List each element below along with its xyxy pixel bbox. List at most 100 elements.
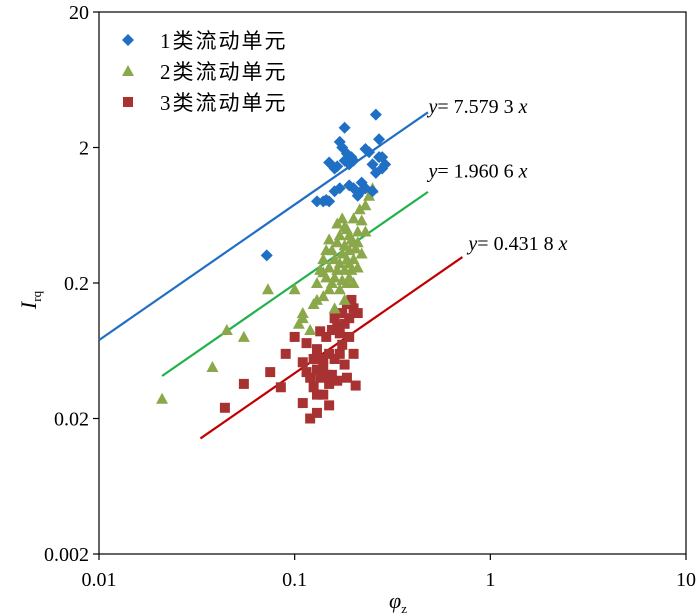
y-tick-label: 0.02 xyxy=(54,409,89,431)
fit-equation-3: y= 0.431 8 x xyxy=(466,233,567,255)
equation-coefficient: = 0.431 8 xyxy=(477,233,558,255)
data-point-series-1 xyxy=(366,185,379,198)
data-point-series-1 xyxy=(369,108,382,121)
data-point-series-3 xyxy=(318,361,329,372)
data-point-series-2 xyxy=(353,203,366,215)
data-point-series-3 xyxy=(297,398,308,409)
data-point-series-3 xyxy=(344,313,355,324)
data-point-series-2 xyxy=(296,307,309,319)
data-point-series-2 xyxy=(328,302,341,314)
data-point-series-3 xyxy=(321,331,332,342)
data-point-series-3 xyxy=(311,389,322,400)
data-point-series-1 xyxy=(343,179,356,192)
x-tick-label: 0.1 xyxy=(282,569,307,591)
data-point-series-1 xyxy=(363,146,376,159)
data-point-series-3 xyxy=(332,375,343,386)
data-point-series-1 xyxy=(379,158,392,171)
data-point-series-3 xyxy=(337,339,348,350)
y-axis-title-main: I xyxy=(16,300,41,310)
data-point-series-2 xyxy=(206,360,219,372)
data-point-series-2 xyxy=(331,236,344,248)
data-point-series-3 xyxy=(339,359,350,370)
equation-x: x xyxy=(518,96,528,118)
x-axis-title-main: φ xyxy=(389,588,401,613)
data-point-series-3 xyxy=(321,369,332,380)
data-point-series-1 xyxy=(338,121,351,134)
data-point-series-2 xyxy=(338,293,351,305)
data-point-series-3 xyxy=(219,402,230,413)
data-point-series-3 xyxy=(308,353,319,364)
x-axis-title: φz xyxy=(389,588,407,614)
equation-y: y xyxy=(466,233,477,255)
legend-label-1: 1类流动单元 xyxy=(160,29,288,53)
data-point-series-3 xyxy=(318,389,329,400)
y-tick-label: 20 xyxy=(69,2,89,24)
equation-y: y xyxy=(426,161,437,183)
data-point-series-3 xyxy=(326,369,337,380)
data-point-series-2 xyxy=(304,323,317,335)
data-point-series-3 xyxy=(318,353,329,364)
legend-label-2: 2类流动单元 xyxy=(160,60,288,84)
data-point-series-2 xyxy=(349,242,362,254)
data-point-series-2 xyxy=(320,244,333,256)
data-point-series-2 xyxy=(336,247,349,259)
equation-y: y xyxy=(426,96,437,118)
data-point-series-2 xyxy=(323,233,336,245)
data-point-series-3 xyxy=(348,348,359,359)
data-point-series-3 xyxy=(334,348,345,359)
equation-x: x xyxy=(558,233,568,255)
data-point-series-2 xyxy=(310,277,323,288)
data-point-series-3 xyxy=(344,331,355,342)
data-point-series-2 xyxy=(351,236,364,248)
data-point-series-3 xyxy=(280,348,291,359)
data-point-series-1 xyxy=(260,249,273,262)
y-tick-label: 0.002 xyxy=(44,544,89,566)
data-point-series-2 xyxy=(338,220,351,232)
data-points-layer xyxy=(156,108,392,424)
data-point-series-3 xyxy=(305,372,316,383)
data-point-series-2 xyxy=(323,261,336,273)
data-point-series-3 xyxy=(301,338,312,349)
y-axis-title: Irq xyxy=(16,290,44,310)
data-point-series-3 xyxy=(289,331,300,342)
data-point-series-2 xyxy=(323,283,336,295)
legend: 1类流动单元 2类流动单元 3类流动单元 xyxy=(122,29,288,115)
data-point-series-3 xyxy=(311,364,322,375)
y-tick-label: 0.2 xyxy=(64,273,89,295)
x-tick-label: 1 xyxy=(485,569,495,591)
data-point-series-3 xyxy=(341,372,352,383)
data-point-series-2 xyxy=(343,229,356,241)
data-point-series-3 xyxy=(324,348,335,359)
data-point-series-3 xyxy=(238,378,249,389)
data-point-series-2 xyxy=(351,225,364,237)
data-point-series-2 xyxy=(359,199,372,211)
equation-coefficient: = 1.960 6 xyxy=(437,161,518,183)
data-point-series-2 xyxy=(317,253,330,265)
data-point-series-2 xyxy=(347,277,360,288)
axes-layer: 0.01 0.1 1 10 0.002 0.02 0.2 2 20 xyxy=(44,2,696,591)
data-point-series-3 xyxy=(324,400,335,411)
data-point-series-2 xyxy=(359,225,372,237)
equation-x: x xyxy=(518,161,528,183)
data-point-series-2 xyxy=(347,212,360,224)
data-point-series-2 xyxy=(347,253,360,265)
data-point-series-3 xyxy=(350,380,361,391)
data-point-series-3 xyxy=(346,294,357,305)
data-point-series-3 xyxy=(339,318,350,329)
legend-label-3: 3类流动单元 xyxy=(160,91,288,115)
legend-marker-2 xyxy=(122,65,134,76)
data-point-series-2 xyxy=(288,283,301,295)
data-point-series-3 xyxy=(265,367,276,378)
data-point-series-2 xyxy=(351,261,364,273)
data-point-series-3 xyxy=(275,382,286,393)
data-point-series-1 xyxy=(355,184,368,197)
data-point-series-1 xyxy=(347,154,360,167)
fit-equation-2: y= 1.960 6 x xyxy=(426,161,527,183)
data-point-series-1 xyxy=(373,133,386,146)
data-point-series-3 xyxy=(311,407,322,418)
x-axis-title-sub: z xyxy=(401,601,407,614)
data-point-series-2 xyxy=(363,189,376,201)
legend-marker-3 xyxy=(123,97,133,107)
